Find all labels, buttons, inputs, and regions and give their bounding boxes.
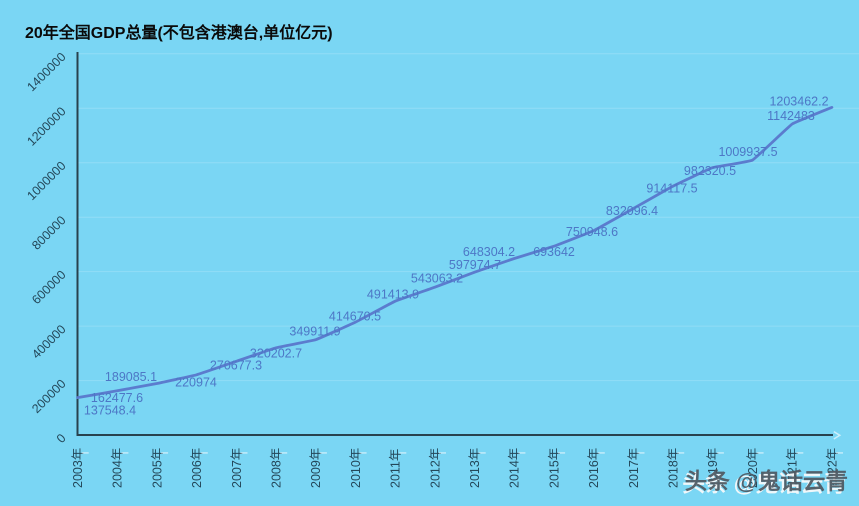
svg-text:800000: 800000 xyxy=(29,213,68,252)
svg-text:2009年: 2009年 xyxy=(309,448,323,488)
svg-text:2003年: 2003年 xyxy=(71,448,85,488)
svg-text:1142483: 1142483 xyxy=(767,109,815,123)
svg-text:2011年: 2011年 xyxy=(389,449,403,488)
svg-text:400000: 400000 xyxy=(29,322,68,361)
svg-text:2014年: 2014年 xyxy=(508,448,522,488)
svg-text:270677.3: 270677.3 xyxy=(210,359,262,373)
svg-text:2021年: 2021年 xyxy=(786,448,800,488)
svg-text:414670.5: 414670.5 xyxy=(329,310,381,324)
svg-text:832096.4: 832096.4 xyxy=(606,204,658,218)
svg-text:2022年: 2022年 xyxy=(825,448,839,488)
svg-text:2016年: 2016年 xyxy=(587,448,601,488)
svg-text:137548.4: 137548.4 xyxy=(84,404,136,418)
svg-text:491413.9: 491413.9 xyxy=(367,288,419,302)
svg-text:543063.2: 543063.2 xyxy=(411,272,463,286)
svg-text:2007年: 2007年 xyxy=(230,448,244,488)
svg-text:2006年: 2006年 xyxy=(190,448,204,488)
svg-text:2015年: 2015年 xyxy=(547,448,561,488)
svg-text:2018年: 2018年 xyxy=(667,448,681,488)
svg-text:189085.1: 189085.1 xyxy=(105,370,157,384)
svg-text:2005年: 2005年 xyxy=(150,448,164,488)
svg-text:349911.9: 349911.9 xyxy=(289,325,340,339)
svg-text:648304.2: 648304.2 xyxy=(463,245,515,259)
svg-text:320202.7: 320202.7 xyxy=(250,347,302,361)
svg-text:2019年: 2019年 xyxy=(706,448,720,488)
svg-text:2010年: 2010年 xyxy=(349,448,363,488)
svg-text:2020年: 2020年 xyxy=(746,448,760,488)
svg-text:597974.7: 597974.7 xyxy=(449,258,501,272)
svg-text:200000: 200000 xyxy=(29,377,68,416)
svg-text:2013年: 2013年 xyxy=(468,448,482,488)
svg-text:1000000: 1000000 xyxy=(24,159,68,203)
svg-text:2012年: 2012年 xyxy=(428,448,442,488)
svg-text:750948.6: 750948.6 xyxy=(566,225,618,239)
svg-text:1400000: 1400000 xyxy=(24,50,68,94)
svg-text:2004年: 2004年 xyxy=(111,448,125,488)
svg-text:220974: 220974 xyxy=(175,376,217,390)
svg-text:693642: 693642 xyxy=(533,245,575,259)
svg-text:2008年: 2008年 xyxy=(270,448,284,488)
svg-text:0: 0 xyxy=(54,431,69,446)
svg-text:162477.6: 162477.6 xyxy=(91,391,143,405)
svg-text:600000: 600000 xyxy=(29,268,68,307)
svg-text:1203462.2: 1203462.2 xyxy=(769,95,828,109)
svg-text:1009937.5: 1009937.5 xyxy=(718,145,777,159)
svg-text:2017年: 2017年 xyxy=(627,448,641,488)
svg-text:982320.5: 982320.5 xyxy=(684,164,736,178)
svg-text:914117.5: 914117.5 xyxy=(646,182,697,196)
svg-text:1200000: 1200000 xyxy=(24,104,68,148)
